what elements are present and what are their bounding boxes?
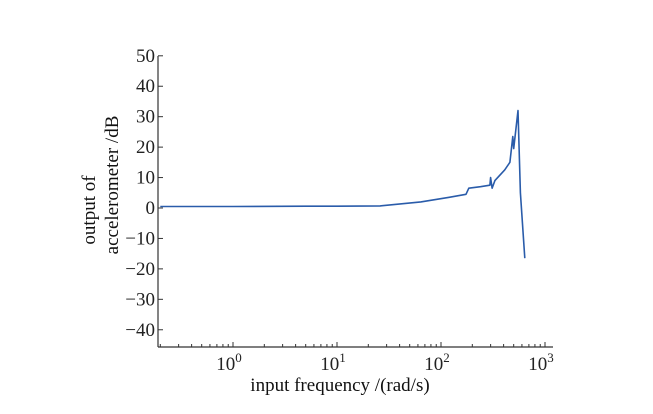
- x-axis-label: input frequency /(rad/s): [250, 375, 429, 396]
- y-tick-label: −30: [125, 289, 155, 310]
- y-ticks: 50 40 30 20 10 0 −10 −20 −30 −40: [125, 46, 163, 341]
- x-ticks: 100 101 102 103: [159, 342, 554, 375]
- x-tick-label: 103: [528, 350, 554, 375]
- y-axis-label-line1: output of: [79, 175, 100, 245]
- y-tick-label: 30: [136, 107, 155, 128]
- y-tick-label: 40: [136, 76, 155, 97]
- y-tick-label: −10: [125, 228, 155, 249]
- data-line: [160, 109, 526, 259]
- y-tick-label: −40: [125, 320, 155, 341]
- x-tick-label: 102: [424, 350, 450, 375]
- y-tick-label: 20: [136, 137, 155, 158]
- axes: [157, 56, 553, 348]
- x-tick-label: 101: [320, 350, 346, 375]
- y-tick-label: −20: [125, 259, 155, 280]
- y-axis-label-line2: accelerometer /dB: [102, 116, 123, 255]
- y-tick-label: 50: [136, 46, 155, 67]
- y-tick-label: 10: [136, 168, 155, 189]
- x-tick-label: 100: [216, 350, 242, 375]
- y-tick-label: 0: [146, 198, 156, 219]
